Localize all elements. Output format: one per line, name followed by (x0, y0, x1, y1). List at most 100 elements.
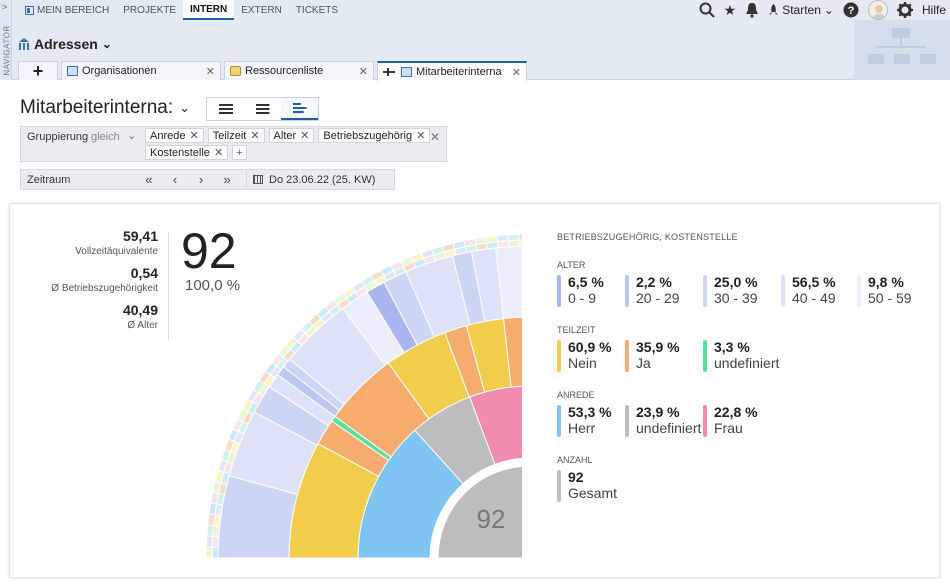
legend-item[interactable]: 92 Gesamt (557, 469, 625, 502)
grouping-label: Gruppierung (27, 131, 89, 143)
close-icon[interactable]: ✕ (189, 130, 199, 142)
legend-item[interactable]: 35,9 % Ja (625, 339, 703, 372)
legend-percent: 53,3 % (568, 404, 612, 420)
legend-item[interactable]: 2,2 % 20 - 29 (625, 274, 703, 307)
gear-icon[interactable] (896, 2, 913, 18)
legend-swatch (557, 340, 561, 372)
menu-item-extern[interactable]: EXTERN (241, 4, 282, 16)
close-icon[interactable]: ✕ (416, 130, 426, 142)
tab-organisationen[interactable]: Organisationen ✕ (61, 61, 221, 80)
legend-percent: 3,3 % (714, 339, 750, 355)
chevron-left-icon[interactable]: ‹ (172, 172, 178, 187)
search-icon[interactable] (699, 2, 715, 18)
sunburst-outer-segment[interactable] (507, 233, 520, 242)
double-chevron-right-icon[interactable]: » (223, 172, 231, 187)
sunburst-outer-segment[interactable] (205, 546, 213, 558)
legend-label: 30 - 39 (714, 290, 758, 306)
legend-item[interactable]: 6,5 % 0 - 9 (557, 274, 625, 307)
grouping-chip-teilzeit[interactable]: Teilzeit ✕ (207, 128, 265, 143)
chevron-right-icon[interactable]: › (198, 172, 204, 187)
total-count: 92 (181, 223, 237, 279)
sunburst-outer-segment[interactable] (206, 524, 215, 537)
building-icon (67, 66, 78, 76)
legend-item[interactable]: 53,3 % Herr (557, 404, 625, 437)
sunburst-outer-segment[interactable] (518, 233, 522, 241)
sunburst-outer-segment[interactable] (485, 235, 499, 244)
legend-group-alter: ALTER 6,5 % 0 - 9 2,2 % 20 - 29 25,0 % 30 - 39… (557, 260, 927, 307)
close-icon[interactable]: ✕ (250, 130, 260, 142)
double-chevron-left-icon[interactable]: « (145, 172, 153, 187)
module-selector[interactable]: Adressen ⌄ (18, 36, 112, 52)
grouping-mode[interactable]: gleich (91, 131, 120, 143)
legend-item[interactable]: 9,8 % 50 - 59 (857, 274, 917, 307)
sunburst-outer-segment[interactable] (496, 234, 509, 243)
sunburst-outer-segment[interactable] (208, 502, 218, 516)
tree-view-button[interactable] (244, 98, 281, 120)
sunburst-outer-segment[interactable] (207, 513, 216, 527)
add-tab-button[interactable]: + (18, 61, 58, 81)
sunburst-outer-segment[interactable] (518, 239, 522, 247)
menu-item-tickets[interactable]: TICKETS (295, 4, 339, 16)
close-icon[interactable]: ✕ (205, 65, 215, 78)
legend-percent: 56,5 % (792, 274, 836, 290)
calendar-icon (253, 175, 263, 184)
grouping-chip-anrede[interactable]: Anrede ✕ (145, 128, 204, 143)
legend-item[interactable]: 23,9 % undefiniert (625, 404, 703, 437)
start-menu-button[interactable]: Starten ⌄ (768, 3, 834, 17)
bar-chart-icon (292, 103, 307, 113)
module-title: Adressen (34, 36, 98, 52)
navigator-label: NAVIGATOR (2, 25, 12, 76)
grouping-chip-betriebszugehoerig[interactable]: Betriebszugehörig ✕ (318, 128, 431, 143)
legend-label: Nein (568, 355, 597, 371)
help-icon[interactable]: ? (843, 2, 859, 18)
view-selector[interactable]: Mitarbeiterinterna: ⌄ (20, 97, 190, 119)
legend-swatch (857, 275, 861, 307)
sunburst-outer-segment[interactable] (205, 535, 214, 548)
tab-mitarbeiterinterna[interactable]: Mitarbeiterinterna ✕ (377, 61, 527, 81)
sunburst-outer-segment[interactable] (507, 239, 520, 248)
help-link[interactable]: Hilfe (921, 3, 946, 17)
add-grouping-button[interactable]: + (232, 145, 247, 160)
sunburst-outer-segment[interactable] (474, 236, 488, 246)
tab-bar: + Organisationen ✕ Ressourcenliste ✕ Mit… (18, 61, 527, 81)
chart-view-button[interactable] (281, 98, 318, 120)
legend-swatch (557, 275, 561, 307)
pin-icon[interactable] (383, 68, 395, 76)
navigator-toggle[interactable]: > (2, 2, 8, 12)
legend-item[interactable]: 22,8 % Frau (703, 404, 781, 437)
clear-grouping-icon[interactable]: ✕ (429, 130, 440, 144)
legend-label: Ja (636, 355, 651, 371)
kpi-divider (168, 232, 169, 340)
building-icon (401, 67, 412, 77)
navigator-strip[interactable]: > NAVIGATOR (0, 0, 12, 80)
view-mode-switch (206, 97, 319, 121)
tab-ressourcenliste[interactable]: Ressourcenliste ✕ (224, 61, 374, 80)
sunburst-center[interactable] (437, 465, 522, 558)
grouping-chip-alter[interactable]: Alter ✕ (268, 128, 315, 143)
close-icon[interactable]: ✕ (358, 65, 368, 78)
close-icon[interactable]: ✕ (213, 147, 224, 159)
bell-icon[interactable] (745, 2, 759, 18)
legend-item[interactable]: 3,3 % undefiniert (703, 339, 781, 372)
avatar[interactable] (867, 0, 888, 20)
legend-item[interactable]: 25,0 % 30 - 39 (703, 274, 781, 307)
legend-item[interactable]: 60,9 % Nein (557, 339, 625, 372)
sunburst-outer-segment[interactable] (211, 546, 219, 558)
legend-label: 0 - 9 (568, 290, 597, 306)
menu-item-mein-bereich[interactable]: MEIN BEREICH (18, 0, 116, 20)
chevron-down-icon[interactable]: ⌄ (127, 130, 137, 142)
legend-item[interactable]: 56,5 % 40 - 49 (781, 274, 857, 307)
grouping-filter: Gruppierung gleich ⌄ Anrede ✕ Teilzeit ✕ A… (20, 126, 447, 162)
list-view-button[interactable] (207, 98, 244, 120)
close-icon[interactable]: ✕ (511, 66, 521, 79)
menu-item-intern[interactable]: INTERN (183, 0, 235, 20)
date-picker[interactable]: Do 23.06.22 (25. KW) (246, 169, 375, 190)
sunburst-outer-segment[interactable] (211, 535, 220, 548)
star-icon[interactable]: ★ (723, 2, 737, 18)
menu-item-projekte[interactable]: PROJEKTE (123, 4, 177, 16)
legend-percent: 25,0 % (714, 274, 758, 290)
close-icon[interactable]: ✕ (300, 130, 310, 142)
legend-swatch (703, 340, 707, 372)
sunburst-chart[interactable]: 92 (196, 228, 522, 558)
grouping-chip-kostenstelle[interactable]: Kostenstelle ✕ (145, 145, 229, 160)
